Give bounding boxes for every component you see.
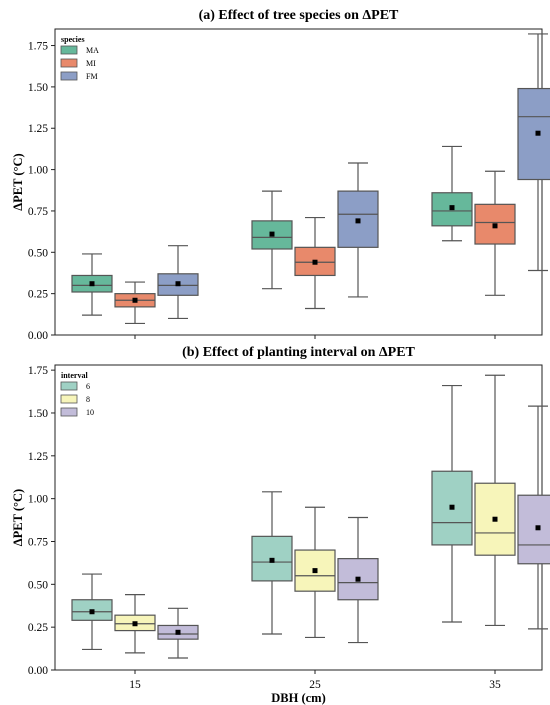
y-tick-label: 1.25 xyxy=(28,123,48,135)
mean-marker xyxy=(449,205,455,211)
legend-swatch xyxy=(60,58,78,68)
plot-frame xyxy=(54,28,543,336)
y-tick-label: 1.50 xyxy=(28,82,48,94)
legend-title: interval xyxy=(61,371,88,380)
box-8-35 xyxy=(474,374,516,627)
chart-panel-a: (a) Effect of tree species on ΔPET 0.00 0.… xyxy=(11,8,550,342)
legend-swatch xyxy=(60,71,78,81)
box-body xyxy=(517,87,550,181)
box-6-25 xyxy=(251,491,293,635)
mean-marker xyxy=(355,218,361,224)
y-tick-label: 1.00 xyxy=(28,494,48,506)
mean-marker xyxy=(535,525,541,531)
y-tick-label: 0.00 xyxy=(28,330,48,342)
box-FM-25 xyxy=(337,162,379,298)
box-MA-15 xyxy=(71,253,113,316)
box-MI-15 xyxy=(114,281,156,325)
legend-title: species xyxy=(61,35,85,44)
box-10-35 xyxy=(517,405,550,630)
mean-marker xyxy=(89,609,95,615)
legend-label: FM xyxy=(86,72,98,81)
mean-marker xyxy=(269,557,275,563)
legend-swatch xyxy=(60,407,78,417)
mean-marker xyxy=(492,516,498,522)
x-tick-label: 35 xyxy=(489,679,501,691)
mean-marker xyxy=(175,281,181,287)
y-tick-label: 0.25 xyxy=(28,622,48,634)
mean-marker xyxy=(132,297,138,303)
mean-marker xyxy=(132,621,138,627)
legend-label: 6 xyxy=(86,382,90,391)
box-FM-35 xyxy=(517,33,550,272)
y-tick-label: 1.00 xyxy=(28,165,48,177)
legend-swatch xyxy=(60,45,78,55)
y-tick-label: 0.75 xyxy=(28,536,48,548)
box-8-25 xyxy=(294,506,336,639)
mean-marker xyxy=(535,130,541,136)
box-MI-25 xyxy=(294,216,336,310)
box-6-15 xyxy=(71,573,113,651)
mean-marker xyxy=(269,231,275,237)
legend-label: 8 xyxy=(86,395,90,404)
legend-label: 10 xyxy=(86,408,94,417)
box-10-15 xyxy=(157,607,199,659)
y-tick-label: 0.75 xyxy=(28,206,48,218)
legend-label: MI xyxy=(86,59,96,68)
y-axis-label: ΔPET (°C) xyxy=(11,153,25,210)
x-axis-label: DBH (cm) xyxy=(271,691,326,705)
chart-title: (b) Effect of planting interval on ΔPET xyxy=(182,345,415,360)
legend: interval 6 8 10 xyxy=(60,371,94,417)
box-FM-15 xyxy=(157,245,199,320)
box-MA-35 xyxy=(431,145,473,242)
y-tick-label: 1.50 xyxy=(28,408,48,420)
chart-panel-b: (b) Effect of planting interval on ΔPET 0… xyxy=(11,345,550,705)
box-body xyxy=(294,549,336,592)
mean-marker xyxy=(492,223,498,229)
x-tick-label: 15 xyxy=(129,679,141,691)
legend-label: MA xyxy=(86,46,99,55)
box-10-25 xyxy=(337,516,379,644)
y-tick-label: 1.25 xyxy=(28,451,48,463)
box-MA-25 xyxy=(251,190,293,290)
mean-marker xyxy=(312,568,318,574)
y-tick-label: 0.00 xyxy=(28,665,48,677)
legend-swatch xyxy=(60,381,78,391)
y-tick-label: 0.50 xyxy=(28,247,48,259)
y-tick-label: 1.75 xyxy=(28,365,48,377)
box-8-15 xyxy=(114,594,156,654)
x-tick-label: 25 xyxy=(309,679,321,691)
y-tick-label: 0.25 xyxy=(28,289,48,301)
mean-marker xyxy=(449,504,455,510)
y-axis-label: ΔPET (°C) xyxy=(11,489,25,546)
box-body xyxy=(517,494,550,565)
chart-title: (a) Effect of tree species on ΔPET xyxy=(199,8,399,23)
mean-marker xyxy=(89,281,95,287)
box-6-35 xyxy=(431,384,473,623)
mean-marker xyxy=(312,259,318,265)
mean-marker xyxy=(175,629,181,635)
y-tick-label: 0.50 xyxy=(28,579,48,591)
mean-marker xyxy=(355,576,361,582)
y-tick-label: 1.75 xyxy=(28,41,48,53)
legend-swatch xyxy=(60,394,78,404)
box-MI-35 xyxy=(474,170,516,296)
